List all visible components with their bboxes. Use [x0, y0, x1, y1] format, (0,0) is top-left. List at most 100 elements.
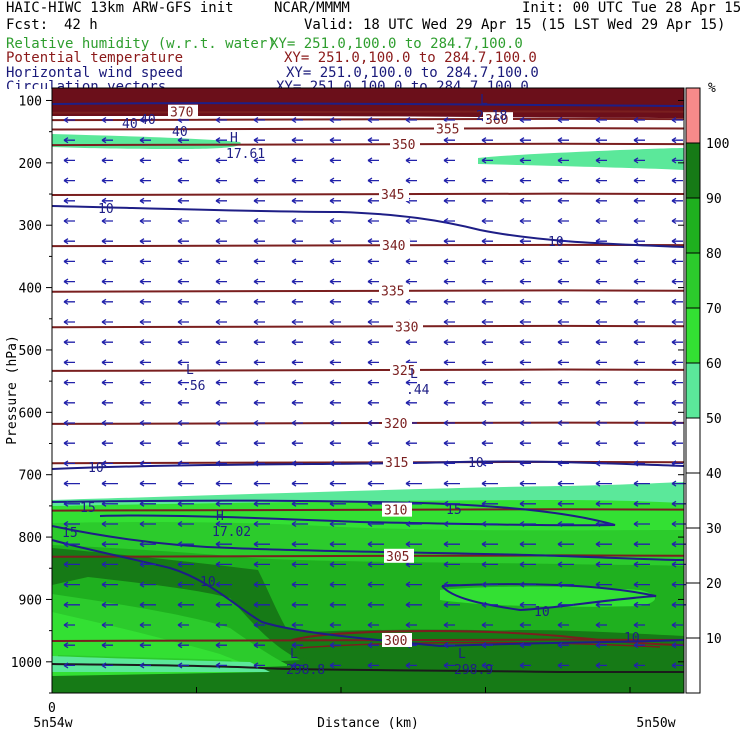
wind-vector-arrow [557, 480, 574, 487]
wind-vector-arrow [101, 399, 113, 406]
wind-vector-arrow [329, 662, 341, 669]
wind-vector-arrow [63, 359, 75, 366]
wind-vector-arrow [177, 642, 189, 649]
wind-vector-arrow [595, 561, 612, 568]
wind-vector-arrow [405, 217, 417, 225]
wind-vector-arrow [557, 440, 569, 447]
wind-vector-arrow [481, 541, 498, 548]
wind-vector-arrow [519, 177, 531, 184]
rh-shading-band [52, 134, 241, 149]
wind-vector-arrow [443, 662, 455, 669]
wind-vector-arrow [367, 581, 384, 588]
wind-vector-arrow [139, 500, 156, 507]
valid-time: Valid: 18 UTC Wed 29 Apr 15 (15 LST Wed … [304, 17, 726, 33]
rh-shading-band [52, 656, 270, 672]
wind-vector-arrow [519, 298, 531, 305]
wind-vector-arrow [557, 359, 569, 366]
wind-vector-arrow [177, 541, 194, 548]
wind-vector-arrow [291, 440, 303, 447]
wind-vector-arrow [139, 197, 151, 204]
field-name-theta: Potential temperature [6, 50, 184, 66]
wind-vector-arrow [63, 500, 80, 507]
wind-speed-label: 10 [468, 456, 484, 471]
wind-vector-arrow [291, 480, 308, 487]
wind-vector-arrow [139, 379, 151, 386]
wind-vector-arrow [101, 238, 113, 245]
wind-vector-arrow [443, 197, 455, 204]
wind-vector-arrow [481, 561, 498, 568]
wind-vector-arrow [63, 298, 75, 305]
wind-vector-arrow [139, 601, 156, 608]
wind-vector-arrow [595, 480, 612, 487]
wind-vector-arrow [595, 258, 607, 265]
theta-contour-line [51, 368, 685, 372]
wind-vector-arrow [367, 258, 379, 265]
wind-vector-arrow [177, 258, 189, 265]
wind-speed-contour [51, 499, 616, 527]
wind-vector-arrow [633, 642, 645, 649]
wind-vector-arrow [557, 419, 569, 427]
wind-vector-arrow [595, 642, 607, 649]
y-axis-label: Pressure (hPa) [5, 335, 20, 445]
wind-vector-arrow [63, 581, 80, 588]
wind-vector-arrow [443, 419, 455, 427]
wind-vector-arrow [329, 480, 346, 487]
wind-vector-arrow [63, 157, 75, 164]
wind-vector-arrow [253, 359, 265, 366]
wind-vector-arrow [405, 480, 422, 487]
wind-vector-arrow [557, 662, 569, 669]
wind-vector-arrow [63, 642, 75, 649]
wind-vector-arrow [519, 157, 531, 164]
wind-vector-arrow [253, 541, 270, 548]
wind-vector-arrow [595, 177, 607, 184]
wind-vector-arrow [329, 561, 346, 568]
wind-vector-arrow [557, 642, 569, 649]
theta-contour-label: 335 [381, 285, 404, 300]
wind-vector-arrow [253, 379, 265, 386]
wind-vector-arrow [405, 116, 417, 124]
wind-vector-arrow [481, 238, 493, 245]
wind-vector-arrow [139, 399, 151, 406]
wind-vector-arrow [63, 662, 75, 669]
wind-vector-arrow [595, 379, 607, 386]
wind-vector-arrow [101, 520, 118, 528]
wind-vector-arrow [177, 399, 189, 406]
wind-vector-arrow [215, 137, 227, 144]
theta-contour-line [51, 110, 685, 114]
wind-vector-arrow [177, 480, 194, 487]
theta-label-bg [382, 415, 412, 430]
colorbar-swatch [686, 363, 700, 418]
theta-label-bg [379, 187, 409, 202]
field-name-wind: Horizontal wind speed [6, 65, 184, 81]
wind-speed-contour [51, 525, 685, 561]
wind-vector-arrow [177, 298, 189, 305]
wind-vector-arrow [519, 500, 536, 507]
theta-label-bg [393, 319, 423, 334]
wind-vector-arrow [139, 318, 151, 326]
wind-speed-label: 40 [172, 125, 188, 140]
wind-vector-arrow [139, 520, 156, 528]
wind-vector-arrow [139, 137, 151, 144]
init-time: Init: 00 UTC Tue 28 Apr 15 [522, 0, 740, 16]
wind-vector-arrow [101, 177, 113, 184]
wind-vector-arrow [671, 642, 683, 649]
wind-vector-arrow [329, 642, 341, 649]
wind-vector-arrow [671, 177, 683, 184]
wind-vector-arrow [519, 238, 531, 245]
plot-frame [51, 87, 685, 694]
wind-vector-arrow [405, 298, 417, 305]
wind-vector-arrow [177, 581, 194, 588]
wind-vector-arrow [671, 116, 683, 124]
wind-vector-arrow [253, 460, 265, 467]
wind-vector-arrow [253, 500, 270, 507]
wind-vector-arrow [329, 541, 346, 548]
wind-vector-arrow [443, 137, 455, 144]
wind-vector-arrow [481, 177, 493, 184]
wind-vector-arrow [595, 217, 607, 225]
wind-vector-arrow [633, 480, 650, 487]
wind-vector-arrow [291, 258, 303, 265]
wind-vector-arrow [177, 359, 189, 366]
wind-vector-arrow [139, 177, 151, 184]
wind-vector-arrow [405, 157, 417, 164]
wind-vector-arrow [367, 116, 379, 124]
